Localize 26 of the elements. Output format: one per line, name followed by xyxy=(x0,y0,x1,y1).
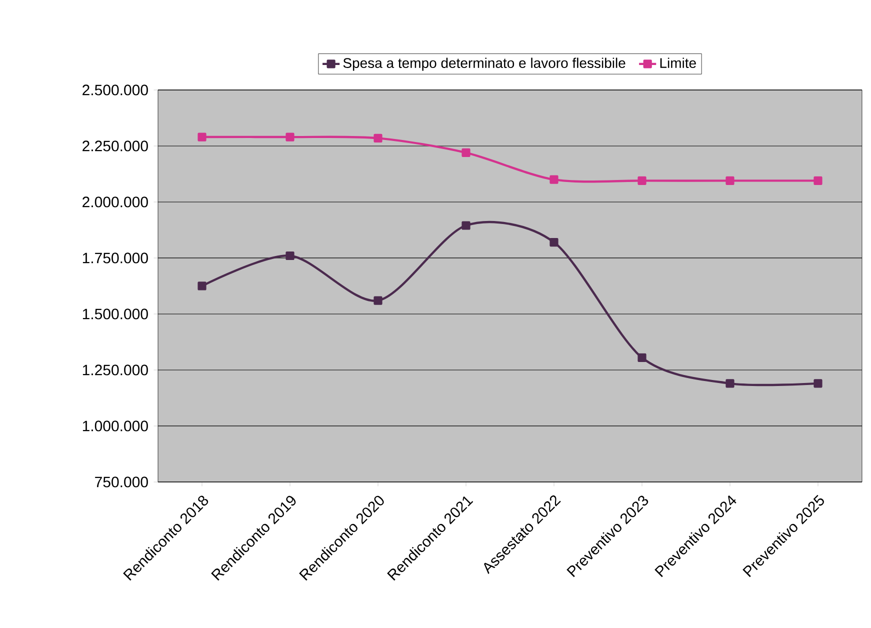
y-tick-label: 2.250.000 xyxy=(82,140,148,152)
y-tick-label: 2.500.000 xyxy=(82,84,148,96)
point xyxy=(726,176,734,186)
point xyxy=(286,251,294,260)
y-tick-label: 1.250.000 xyxy=(82,364,148,376)
point xyxy=(638,353,646,362)
point xyxy=(374,134,382,142)
y-tick-label: 1.000.000 xyxy=(82,420,148,432)
point xyxy=(814,379,822,388)
legend-label: Spesa a tempo determinato e lavoro flessibile xyxy=(343,58,626,71)
point xyxy=(286,132,294,142)
point xyxy=(814,176,822,186)
point xyxy=(374,296,382,305)
point xyxy=(550,238,558,247)
point xyxy=(550,175,558,184)
y-tick-label: 750.000 xyxy=(95,476,148,488)
point xyxy=(198,282,206,290)
legend-label: Limite xyxy=(660,58,696,68)
y-tick-label: 1.750.000 xyxy=(82,252,148,264)
y-tick-label: 1.500.000 xyxy=(82,308,148,320)
point xyxy=(462,221,470,230)
point xyxy=(638,176,646,186)
point xyxy=(462,148,470,158)
point xyxy=(726,379,734,388)
point xyxy=(198,132,206,142)
y-tick-label: 2.000.000 xyxy=(82,196,148,208)
